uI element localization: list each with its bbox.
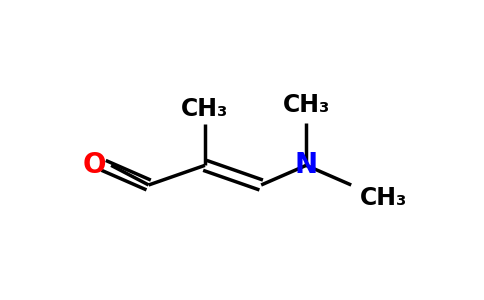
Text: O: O [82,152,106,179]
Text: CH₃: CH₃ [182,97,228,121]
Text: CH₃: CH₃ [283,93,330,117]
Text: N: N [295,152,318,179]
Text: CH₃: CH₃ [360,186,407,210]
